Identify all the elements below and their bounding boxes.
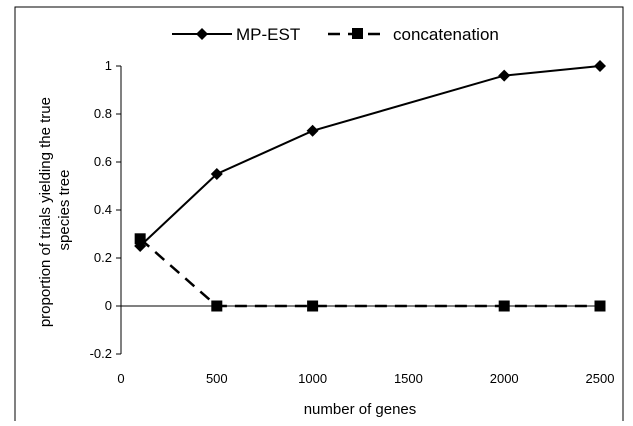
- series-layer: [134, 60, 606, 312]
- legend-label-mp-est: MP-EST: [236, 25, 300, 44]
- y-tick-label-0: -0.2: [90, 346, 112, 361]
- x-tick-label-1: 500: [206, 371, 228, 386]
- data-point-concatenation-1: [211, 300, 223, 312]
- figure-border: [14, 6, 624, 426]
- data-point-mp-est-1: [210, 168, 223, 180]
- x-tick-label-4: 2000: [490, 371, 519, 386]
- y-tick-label-6: 1: [105, 58, 112, 73]
- ticks-layer: -0.2 0 0.2 0.4 0.6 0.8 1 0 500 1000 1500 2000 2500: [90, 58, 615, 386]
- x-axis-title: number of genes: [304, 401, 417, 418]
- series-line-mp-est: [139, 65, 601, 247]
- legend: MP-EST concatenation: [172, 25, 499, 44]
- x-tick-label-2: 1000: [298, 371, 327, 386]
- y-axis-title-line-1: proportion of trials yielding the true: [37, 97, 54, 327]
- x-tick-label-3: 1500: [394, 371, 423, 386]
- y-axis-title: proportion of trials yielding the true s…: [37, 93, 73, 327]
- series-line-concatenation: [139, 237, 600, 308]
- x-tick-label-5: 2500: [586, 371, 615, 386]
- data-point-concatenation-3: [498, 300, 510, 312]
- data-point-concatenation-0: [134, 233, 146, 245]
- legend-item-mp-est: MP-EST: [172, 25, 300, 44]
- legend-label-concatenation: concatenation: [393, 25, 499, 44]
- legend-item-concatenation: concatenation: [328, 25, 499, 44]
- y-axis-title-line-2: species tree: [56, 170, 73, 251]
- data-point-concatenation-4: [594, 300, 606, 312]
- legend-marker-mp-est: [196, 28, 208, 40]
- y-tick-label-4: 0.6: [94, 154, 112, 169]
- y-tick-label-2: 0.2: [94, 250, 112, 265]
- data-point-mp-est-2: [306, 124, 319, 137]
- data-point-mp-est-3: [498, 69, 511, 82]
- x-tick-label-0: 0: [117, 371, 124, 386]
- y-tick-label-1: 0: [105, 298, 112, 313]
- y-tick-label-5: 0.8: [94, 106, 112, 121]
- data-point-concatenation-2: [307, 300, 319, 312]
- data-point-mp-est-4: [594, 60, 606, 72]
- y-tick-label-3: 0.4: [94, 202, 112, 217]
- legend-marker-concatenation: [352, 28, 363, 39]
